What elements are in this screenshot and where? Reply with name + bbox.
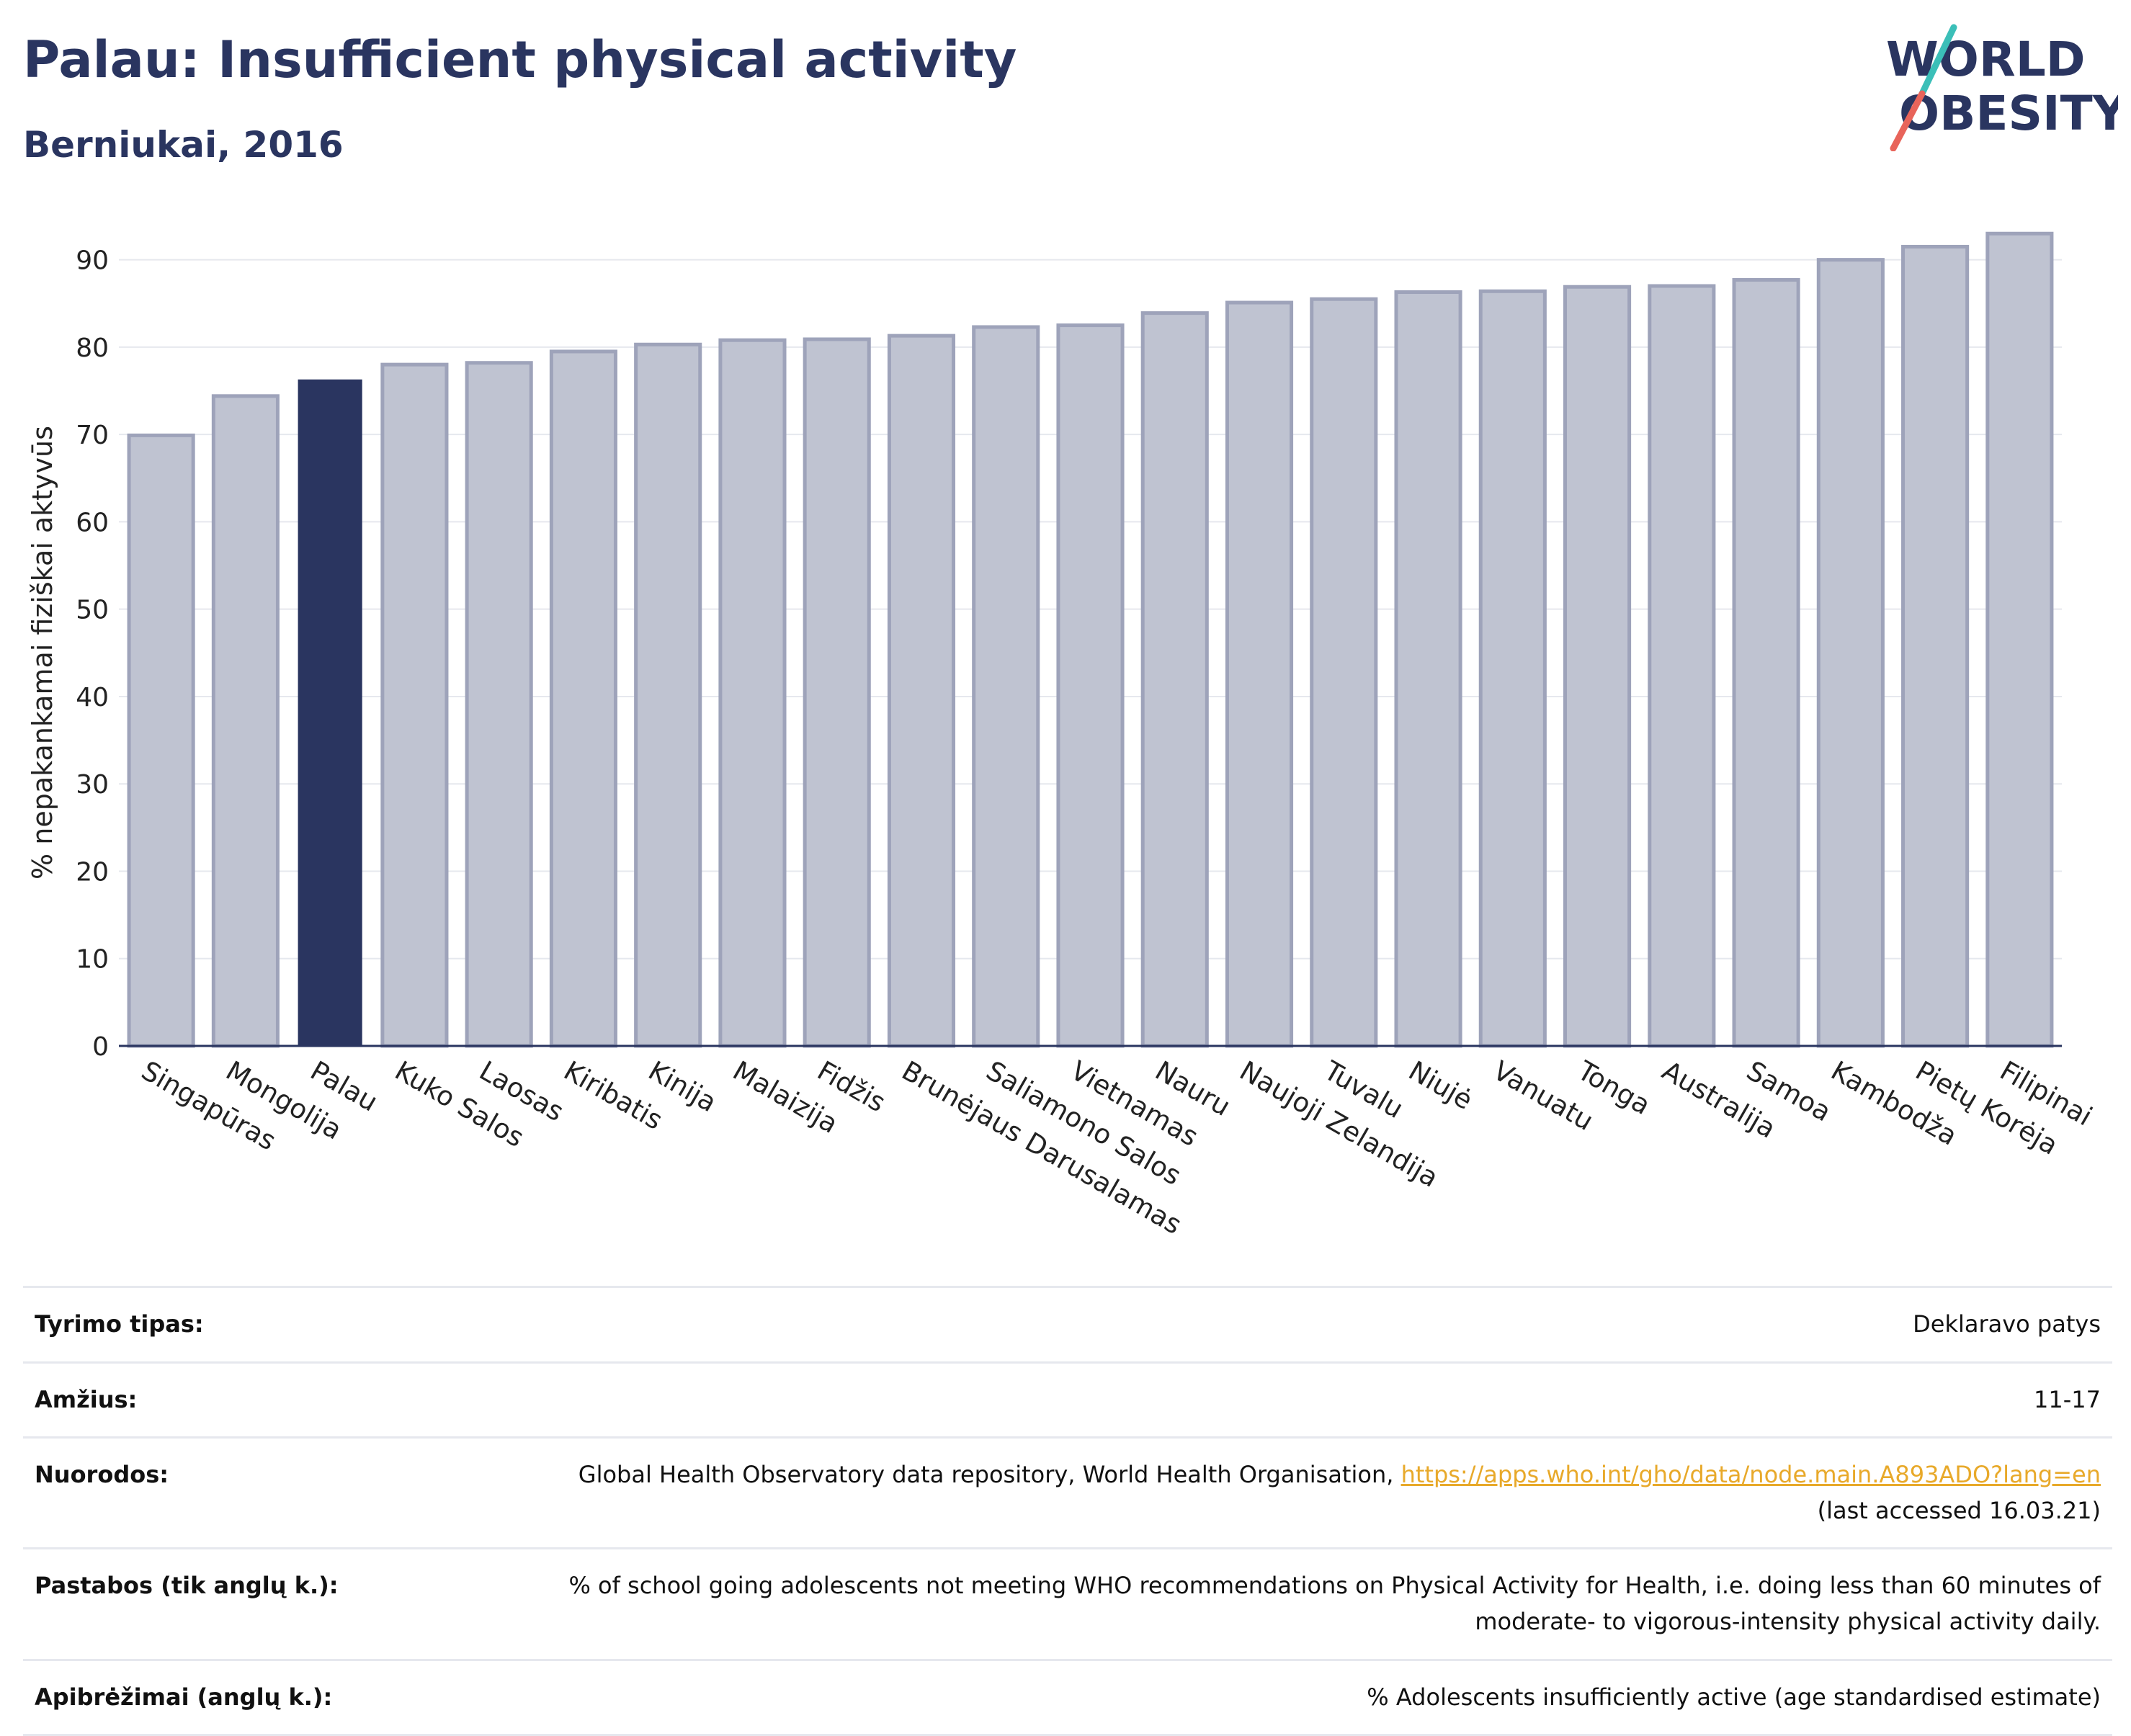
bar (1394, 290, 1462, 1048)
info-value: % of school going adolescents not meetin… (478, 1547, 2112, 1661)
y-tick-label: 70 (76, 421, 109, 450)
y-tick-label: 50 (76, 596, 109, 625)
y-tick-label: 40 (76, 683, 109, 712)
y-tick-label: 80 (76, 334, 109, 363)
page-subtitle: Berniukai, 2016 (23, 124, 344, 166)
world-obesity-logo: WORLD OBESITY (1886, 24, 2118, 151)
bar (1225, 300, 1294, 1048)
logo-line2: OBESITY (1899, 86, 2118, 141)
bar (380, 362, 449, 1048)
info-label: Tyrimo tipas: (23, 1286, 478, 1364)
y-tick-labels: 0 10 20 30 40 50 60 70 80 90 (76, 246, 109, 1062)
bar (465, 361, 533, 1048)
bar (1310, 297, 1378, 1048)
bar (127, 433, 195, 1048)
reference-access-date: (last accessed 16.03.21) (1817, 1496, 2101, 1524)
bar (1648, 284, 1716, 1048)
info-label: Nuorodos: (23, 1436, 478, 1550)
reference-text: Global Health Observatory data repositor… (578, 1461, 1401, 1489)
info-label: Pastabos (tik anglų k.): (23, 1547, 478, 1661)
info-row-age: Amžius: 11-17 (23, 1361, 2112, 1439)
bar (718, 338, 787, 1048)
y-tick-label: 20 (76, 857, 109, 887)
info-value: Global Health Observatory data repositor… (478, 1436, 2112, 1550)
bar (549, 349, 617, 1048)
y-tick-label: 0 (92, 1032, 109, 1062)
bar (298, 379, 362, 1046)
bar (634, 342, 702, 1048)
bar (803, 337, 871, 1048)
y-tick-label: 60 (76, 508, 109, 537)
bar (1563, 285, 1632, 1048)
info-value: 11-17 (478, 1361, 2112, 1439)
bar (211, 394, 280, 1048)
info-label: Amžius: (23, 1361, 478, 1439)
bar-chart: 0 10 20 30 40 50 60 70 80 90 SingapūrasMongolijaP… (27, 231, 2097, 1240)
bar (1478, 289, 1547, 1048)
info-table: Tyrimo tipas: Deklaravo patys Amžius: 11… (23, 1286, 2112, 1736)
info-row-definitions: Apibrėžimai (anglų k.): % Adolescents in… (23, 1658, 2112, 1736)
y-tick-label: 10 (76, 945, 109, 975)
y-tick-label: 30 (76, 770, 109, 800)
y-tick-label: 90 (76, 246, 109, 276)
info-row-study-type: Tyrimo tipas: Deklaravo patys (23, 1286, 2112, 1364)
info-value: % Adolescents insufficiently active (age… (478, 1658, 2112, 1736)
info-row-notes: Pastabos (tik anglų k.): % of school goi… (23, 1547, 2112, 1661)
bar (1140, 311, 1209, 1048)
bar (1901, 244, 1970, 1048)
bars (127, 231, 2054, 1048)
bar (1816, 258, 1885, 1048)
info-value: Deklaravo patys (478, 1286, 2112, 1364)
logo-line1: WORLD (1886, 32, 2086, 87)
page-title: Palau: Insufficient physical activity (23, 30, 1017, 89)
x-tick-label: Niujė (1403, 1055, 1478, 1116)
logo-slash-red (1890, 90, 1926, 151)
y-axis-label: % nepakankamai fiziškai aktyvūs (27, 426, 58, 880)
info-row-references: Nuorodos: Global Health Observatory data… (23, 1436, 2112, 1550)
bar (1056, 323, 1125, 1048)
bar (887, 334, 956, 1048)
bar (1985, 231, 2054, 1048)
reference-link[interactable]: https://apps.who.int/gho/data/node.main.… (1400, 1461, 2101, 1489)
logo-slash-teal (1918, 24, 1957, 97)
info-label: Apibrėžimai (anglų k.): (23, 1658, 478, 1736)
bar (1732, 278, 1800, 1048)
bar (972, 325, 1040, 1048)
